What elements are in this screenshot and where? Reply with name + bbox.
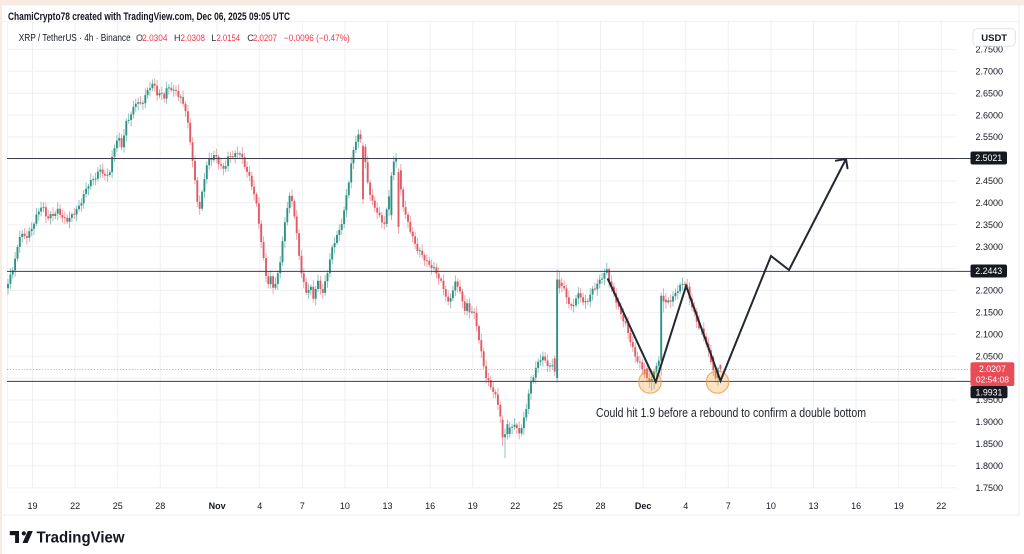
svg-text:ChamiCrypto78 created with Tra: ChamiCrypto78 created with TradingView.c…	[8, 11, 290, 23]
svg-text:2.4500: 2.4500	[976, 176, 1004, 186]
svg-text:4: 4	[683, 501, 688, 511]
svg-text:25: 25	[113, 501, 123, 511]
svg-text:1.8500: 1.8500	[976, 439, 1004, 449]
svg-text:28: 28	[155, 501, 165, 511]
svg-text:4: 4	[257, 501, 262, 511]
svg-text:2.0154: 2.0154	[217, 33, 241, 43]
svg-text:2.5500: 2.5500	[976, 132, 1004, 142]
svg-text:2.5021: 2.5021	[975, 153, 1002, 163]
svg-text:13: 13	[382, 501, 392, 511]
svg-text:Dec: Dec	[635, 501, 652, 511]
svg-text:7: 7	[726, 501, 731, 511]
svg-text:2.0308: 2.0308	[181, 33, 206, 43]
svg-text:H: H	[174, 33, 181, 43]
svg-text:2.7000: 2.7000	[976, 67, 1004, 77]
svg-text:13: 13	[808, 501, 818, 511]
svg-text:Nov: Nov	[209, 501, 226, 511]
svg-text:−0.0096 (−0.47%): −0.0096 (−0.47%)	[284, 33, 350, 43]
svg-text:2.1000: 2.1000	[976, 330, 1004, 340]
svg-text:2.0500: 2.0500	[976, 351, 1004, 361]
svg-text:1.9500: 1.9500	[976, 395, 1004, 405]
svg-text:1.9931: 1.9931	[976, 388, 1003, 398]
svg-text:22: 22	[70, 501, 80, 511]
svg-text:2.1500: 2.1500	[976, 308, 1004, 318]
svg-text:28: 28	[595, 501, 605, 511]
svg-text:2.0207: 2.0207	[253, 33, 277, 43]
svg-text:7: 7	[300, 501, 305, 511]
svg-text:02:54:08: 02:54:08	[976, 374, 1009, 384]
svg-text:10: 10	[766, 501, 776, 511]
svg-text:19: 19	[894, 501, 904, 511]
svg-text:16: 16	[425, 501, 435, 511]
svg-text:19: 19	[27, 501, 37, 511]
svg-text:2.6500: 2.6500	[976, 88, 1004, 98]
svg-text:2.3500: 2.3500	[976, 220, 1004, 230]
svg-text:O: O	[136, 33, 143, 43]
svg-text:C: C	[247, 33, 254, 43]
svg-text:1.8000: 1.8000	[976, 461, 1004, 471]
svg-text:2.2443: 2.2443	[975, 266, 1002, 276]
svg-text:2.0207: 2.0207	[979, 364, 1006, 374]
svg-text:2.4000: 2.4000	[976, 198, 1004, 208]
svg-text:2.6000: 2.6000	[976, 110, 1004, 120]
svg-text:2.3000: 2.3000	[976, 242, 1004, 252]
svg-text:2.7500: 2.7500	[976, 45, 1004, 55]
svg-text:1.7500: 1.7500	[976, 483, 1004, 493]
svg-text:2.0304: 2.0304	[142, 33, 167, 43]
svg-text:22: 22	[936, 501, 946, 511]
svg-text:L: L	[211, 33, 216, 43]
svg-text:19: 19	[468, 501, 478, 511]
svg-text:22: 22	[510, 501, 520, 511]
svg-text:Could hit 1.9 before a rebound: Could hit 1.9 before a rebound to confir…	[596, 406, 866, 420]
svg-text:USDT: USDT	[981, 33, 1007, 44]
svg-text:TradingView: TradingView	[37, 530, 126, 547]
svg-text:1.9000: 1.9000	[976, 417, 1004, 427]
svg-text:XRP / TetherUS · 4h · Binance: XRP / TetherUS · 4h · Binance	[19, 32, 131, 44]
svg-text:16: 16	[851, 501, 861, 511]
svg-text:25: 25	[553, 501, 563, 511]
svg-text:10: 10	[340, 501, 350, 511]
svg-text:2.2000: 2.2000	[976, 286, 1004, 296]
